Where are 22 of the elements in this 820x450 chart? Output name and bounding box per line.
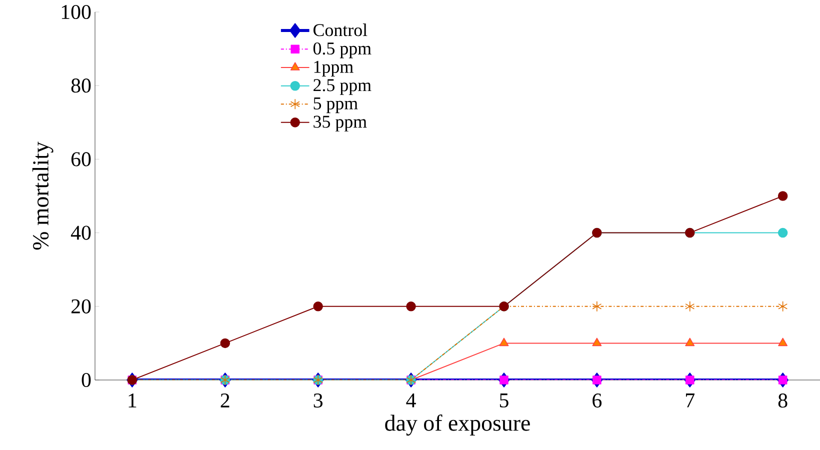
x-tick-label: 4	[406, 394, 416, 408]
x-tick-label: 8	[778, 394, 788, 408]
x-axis-title: day of exposure	[385, 414, 530, 436]
x-tick-label: 6	[592, 394, 602, 408]
y-tick-label: 40	[70, 226, 91, 240]
y-tick-label: 100	[62, 4, 91, 20]
legend-label: 1ppm	[314, 60, 354, 77]
legend-label: 5 ppm	[314, 98, 358, 114]
y-tick-label: 60	[71, 152, 91, 166]
x-tick-label: 1	[128, 394, 136, 408]
y-tick-label: 0	[82, 372, 91, 388]
y-tick-label: 20	[71, 299, 91, 314]
legend-label: Control	[314, 24, 368, 36]
y-tick-label: 80	[71, 78, 91, 93]
x-tick-label: 7	[686, 394, 695, 408]
legend-label: 2.5 ppm	[314, 79, 372, 95]
x-tick-label: 2	[220, 394, 230, 408]
x-tick-label: 3	[314, 394, 322, 408]
legend-label: 35 ppm	[314, 116, 367, 132]
x-tick-label: 5	[500, 394, 508, 408]
y-axis-title: % mortality	[32, 142, 54, 250]
legend-label: 0.5 ppm	[313, 42, 372, 58]
